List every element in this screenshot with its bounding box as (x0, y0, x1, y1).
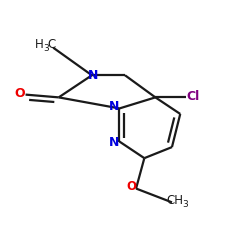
Text: O: O (15, 87, 25, 100)
Text: Cl: Cl (186, 90, 199, 103)
Text: O: O (126, 180, 136, 194)
Text: CH: CH (166, 194, 183, 207)
Text: N: N (88, 69, 99, 82)
Text: C: C (47, 38, 55, 52)
Text: 3: 3 (43, 44, 48, 53)
Text: N: N (109, 100, 120, 113)
Text: N: N (109, 136, 120, 149)
Text: H: H (35, 38, 44, 52)
Text: 3: 3 (182, 200, 188, 208)
